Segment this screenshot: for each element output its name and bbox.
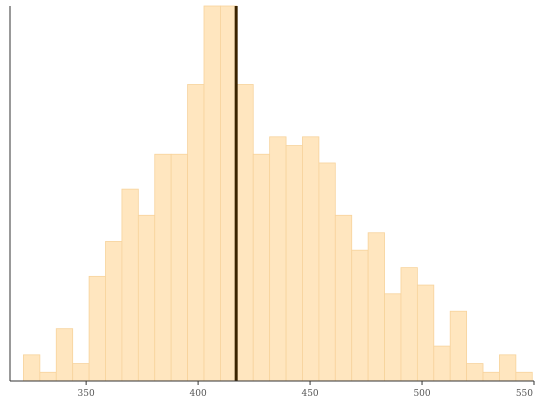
x-axis-ticks: 350 400 450 500 550 [78, 381, 535, 399]
histogram-bar [203, 5, 221, 382]
histogram-bar [105, 241, 123, 382]
histogram-bar [23, 354, 41, 382]
histogram-bar [187, 84, 205, 382]
histogram-bar [236, 84, 254, 382]
histogram-bars [23, 5, 533, 382]
histogram-bar [269, 136, 287, 382]
histogram-bar [384, 293, 402, 382]
x-tick-label: 450 [301, 389, 318, 399]
histogram-bar [154, 153, 172, 382]
histogram-bar [285, 145, 303, 382]
histogram-bar [334, 214, 353, 382]
histogram-bar [318, 162, 336, 382]
histogram-bar [170, 153, 188, 382]
histogram-bar [400, 267, 418, 382]
histogram-bar [515, 371, 533, 382]
histogram-bar [121, 188, 139, 382]
x-tick-label: 500 [413, 389, 430, 399]
histogram-bar [220, 5, 238, 382]
histogram-bar [88, 275, 106, 382]
histogram-bar [416, 284, 435, 382]
histogram-bar [433, 345, 451, 382]
x-tick-label: 400 [190, 389, 207, 399]
histogram-bar [499, 354, 517, 382]
x-tick-label: 350 [78, 389, 95, 399]
x-tick-label: 550 [516, 389, 533, 399]
histogram-bar [367, 232, 385, 382]
histogram-bar [137, 214, 156, 382]
histogram-bar [482, 371, 500, 382]
histogram-bar [466, 363, 484, 382]
histogram-bar [39, 371, 57, 382]
histogram-bar [302, 136, 320, 382]
histogram-bar [72, 363, 90, 382]
histogram-bar [351, 249, 369, 382]
histogram-bar [55, 328, 74, 382]
histogram-bar [449, 310, 468, 382]
histogram-bar [252, 153, 271, 382]
